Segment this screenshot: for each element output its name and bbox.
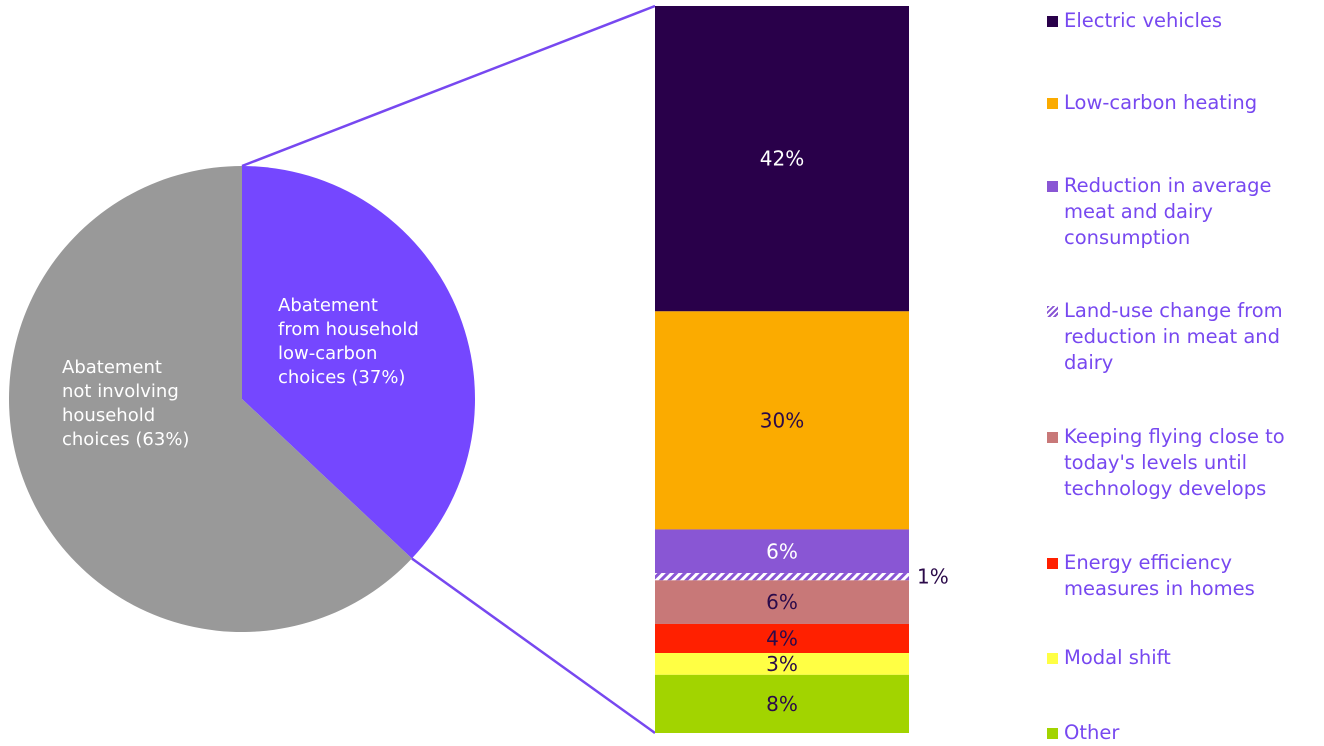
legend-swatch-energy-efficiency	[1047, 558, 1058, 569]
bar-segment-electric-vehicles	[655, 6, 909, 312]
bar-labels: 42% 30% 6% 1% 6% 4%3% 8%	[760, 147, 949, 716]
connector-lines	[241, 4, 656, 735]
pie-slice-household-choices	[242, 166, 475, 559]
legend-label-modal-shift: Modal shift	[1064, 646, 1171, 669]
bar-data-label-other: 8%	[766, 692, 798, 716]
legend-swatch-modal-shift	[1047, 653, 1058, 664]
pie-label-line: from household	[278, 319, 419, 340]
pie-label-line: Abatement	[62, 357, 162, 378]
bar-data-label-keeping-flying-close-to-today-s-levels-until-technology-develops: 6%	[766, 590, 798, 614]
legend-label-electric-vehicles: Electric vehicles	[1064, 9, 1223, 32]
legend-swatch-other	[1047, 728, 1058, 739]
legend-swatch-flying	[1047, 432, 1058, 443]
connector-line-bottom	[411, 557, 656, 735]
pie-label-line: not involving	[62, 381, 179, 402]
bar-data-label-energy-efficiency-measures-in-homes: 4%	[766, 626, 798, 650]
pie-labels: Abatement from household low-carbon choices…	[62, 295, 419, 450]
stacked-bar-chart	[655, 6, 909, 733]
bar-data-label-low-carbon-heating: 30%	[760, 408, 804, 432]
connector-line-top	[241, 4, 656, 168]
pie-label-line: low-carbon	[278, 343, 377, 364]
legend-label-meat-dairy-reduction: Reduction in average meat and dairy cons…	[1064, 174, 1272, 249]
legend-label-other: Other	[1064, 721, 1120, 744]
bar-data-label-modal-shift: 3%	[766, 652, 798, 676]
bar-segment-reduction-in-average-meat-and-dairy-consumption	[655, 529, 909, 574]
pie-label-line: choices (63%)	[62, 429, 189, 450]
pie-slice-non-household	[9, 166, 412, 632]
legend-swatch-land-use-change	[1047, 306, 1058, 317]
bar-segment-land-use-change-from-reduction-in-meat-and-dairy	[655, 573, 909, 581]
bar-segment-other	[655, 674, 909, 733]
legend-swatch-low-carbon-heating	[1047, 98, 1058, 109]
legend-label-low-carbon-heating: Low-carbon heating	[1064, 91, 1258, 114]
bar-data-label-electric-vehicles: 42%	[760, 147, 804, 171]
pie-label-household-choices: Abatement from household low-carbon choices…	[278, 295, 419, 388]
bar-segment-keeping-flying-close-to-today-s-levels-until-technology-develops	[655, 580, 909, 624]
pie-label-line: Abatement	[278, 295, 378, 316]
bar-segment-modal-shift	[655, 653, 909, 675]
legend-label-energy-efficiency: Energy efficiency measures in homes	[1064, 551, 1255, 600]
pie-chart	[9, 166, 475, 632]
legend-label-land-use-change: Land-use change from reduction in meat a…	[1064, 299, 1283, 374]
bar-data-label-land-use-change-from-reduction-in-meat-and-dairy: 1%	[917, 565, 949, 589]
bar-data-label-reduction-in-average-meat-and-dairy-consumption: 6%	[766, 539, 798, 563]
legend-swatch-electric-vehicles	[1047, 16, 1058, 27]
pie-label-line: choices (37%)	[278, 367, 405, 388]
legend-label-flying: Keeping flying close to today's levels u…	[1064, 425, 1285, 500]
bar-segment-low-carbon-heating	[655, 311, 909, 530]
legend-swatch-meat-dairy-reduction	[1047, 181, 1058, 192]
pie-label-line: household	[62, 405, 155, 426]
bar-segment-energy-efficiency-measures-in-homes	[655, 623, 909, 654]
pie-label-non-household: Abatement not involving household choices (…	[62, 357, 189, 450]
